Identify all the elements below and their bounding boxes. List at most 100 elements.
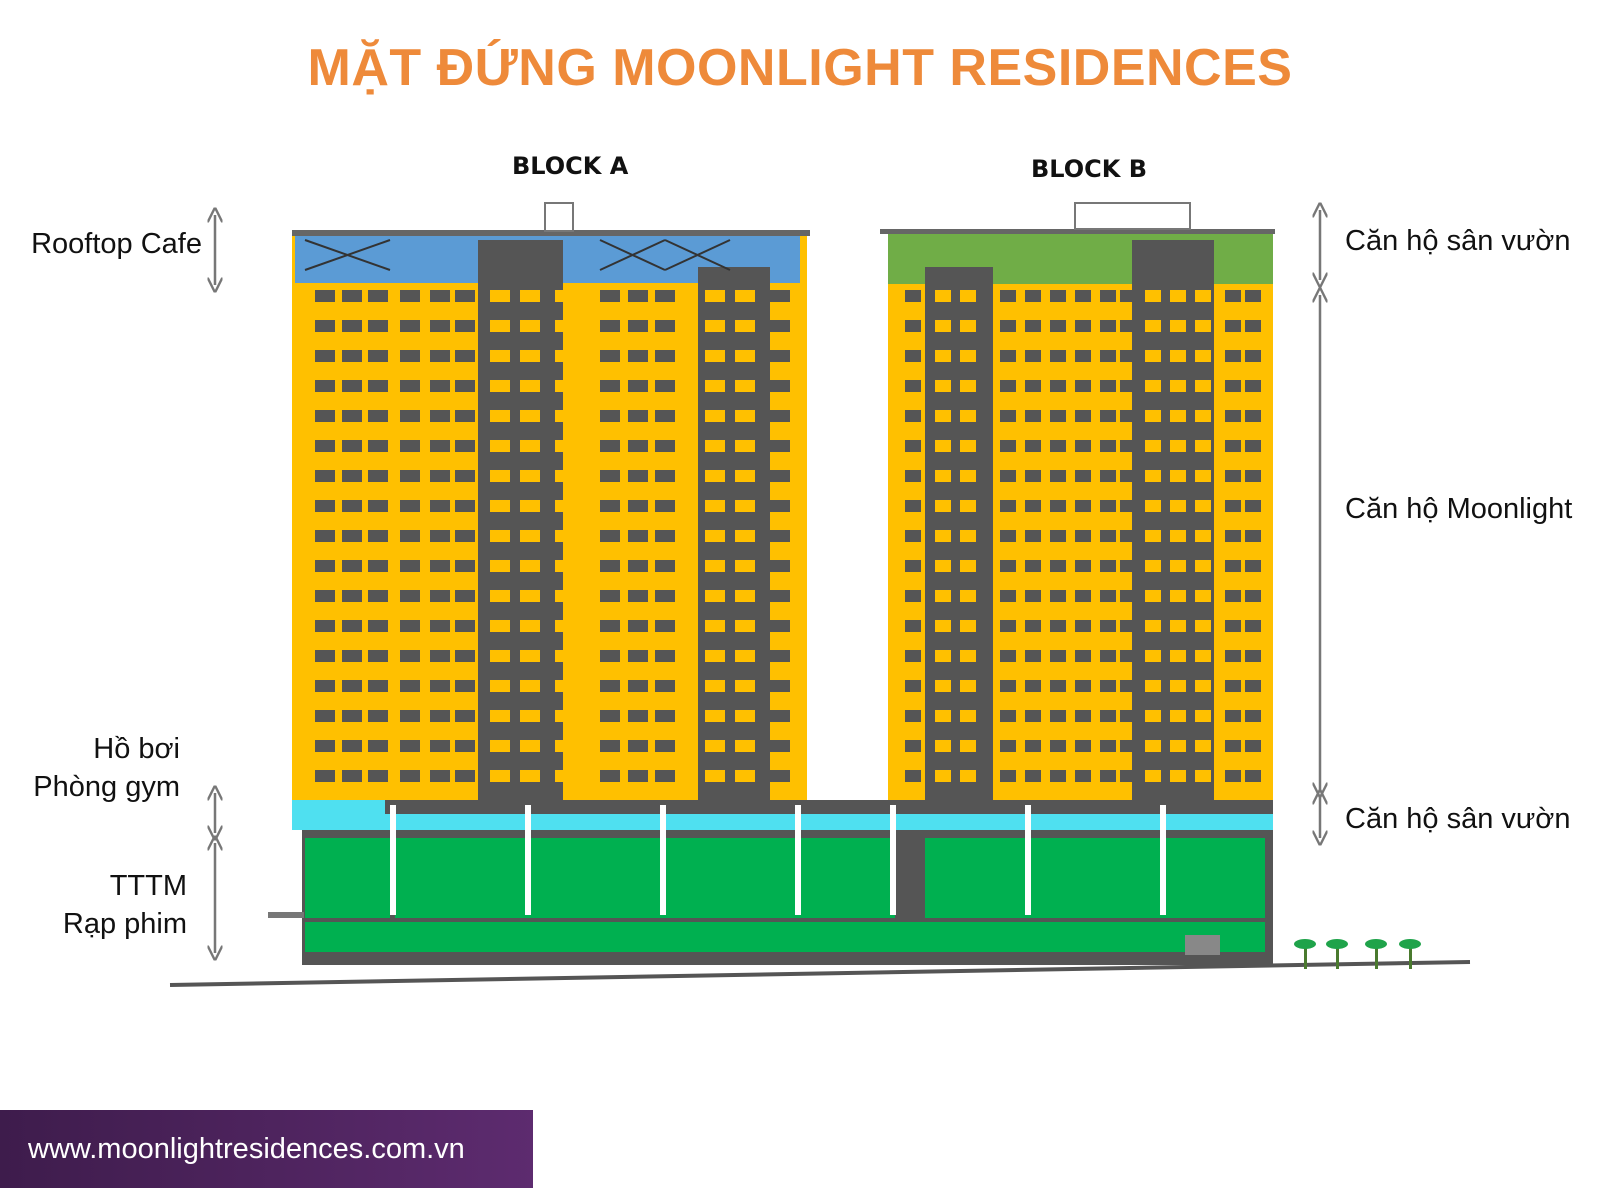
window: [905, 350, 921, 362]
window: [1245, 350, 1261, 362]
window: [555, 290, 575, 302]
window: [1100, 680, 1116, 692]
window: [960, 650, 976, 662]
window: [600, 440, 620, 452]
window: [490, 530, 510, 542]
window: [342, 350, 362, 362]
window: [400, 530, 420, 542]
window: [960, 380, 976, 392]
window: [455, 350, 475, 362]
window: [1100, 590, 1116, 602]
window: [1000, 290, 1016, 302]
window: [655, 290, 675, 302]
window: [1225, 650, 1241, 662]
window: [1225, 530, 1241, 542]
window: [430, 470, 450, 482]
window: [628, 710, 648, 722]
window: [315, 530, 335, 542]
window: [705, 380, 725, 392]
window: [1120, 650, 1136, 662]
window: [935, 350, 951, 362]
window: [490, 710, 510, 722]
window: [1145, 590, 1161, 602]
window: [455, 290, 475, 302]
palm-trunk: [1375, 945, 1378, 969]
window: [935, 620, 951, 632]
window: [1075, 290, 1091, 302]
window: [1145, 770, 1161, 782]
window: [1170, 380, 1186, 392]
window: [1025, 620, 1041, 632]
window: [1170, 650, 1186, 662]
window: [655, 650, 675, 662]
window: [1000, 350, 1016, 362]
window: [628, 680, 648, 692]
window: [600, 290, 620, 302]
window: [905, 680, 921, 692]
window: [455, 470, 475, 482]
window: [628, 500, 648, 512]
window: [655, 770, 675, 782]
window: [960, 770, 976, 782]
window: [655, 530, 675, 542]
window: [960, 530, 976, 542]
window: [600, 770, 620, 782]
window: [520, 680, 540, 692]
window: [1195, 500, 1211, 512]
palm-crown: [1399, 939, 1421, 949]
window: [555, 320, 575, 332]
window: [430, 650, 450, 662]
window: [368, 530, 388, 542]
window: [935, 530, 951, 542]
window: [1050, 770, 1066, 782]
window: [960, 440, 976, 452]
window: [520, 350, 540, 362]
block-a-tower: [292, 202, 810, 805]
window: [555, 380, 575, 392]
window: [430, 410, 450, 422]
window: [770, 620, 790, 632]
window: [735, 410, 755, 422]
window: [1145, 530, 1161, 542]
window: [1245, 770, 1261, 782]
window: [400, 710, 420, 722]
window: [1050, 560, 1066, 572]
window: [628, 440, 648, 452]
window: [1075, 590, 1091, 602]
window: [770, 440, 790, 452]
page-title: MẶT ĐỨNG MOONLIGHT RESIDENCES: [307, 39, 1293, 97]
window: [1000, 620, 1016, 632]
window: [960, 320, 976, 332]
window: [368, 380, 388, 392]
window: [455, 680, 475, 692]
window: [368, 440, 388, 452]
window: [1195, 290, 1211, 302]
window: [342, 410, 362, 422]
window: [1000, 650, 1016, 662]
window: [400, 440, 420, 452]
window: [705, 740, 725, 752]
window: [342, 710, 362, 722]
window: [1075, 350, 1091, 362]
window: [935, 290, 951, 302]
window: [1120, 740, 1136, 752]
window: [490, 470, 510, 482]
window: [400, 320, 420, 332]
window: [1025, 710, 1041, 722]
window: [655, 680, 675, 692]
window: [1120, 320, 1136, 332]
window: [735, 590, 755, 602]
podium: [268, 805, 1273, 965]
window: [1145, 560, 1161, 572]
window: [905, 590, 921, 602]
window: [1120, 380, 1136, 392]
window: [1170, 530, 1186, 542]
window: [1100, 440, 1116, 452]
window: [1000, 470, 1016, 482]
window: [368, 680, 388, 692]
window: [555, 590, 575, 602]
window: [770, 470, 790, 482]
window: [705, 680, 725, 692]
window: [628, 410, 648, 422]
footer-url[interactable]: www.moonlightresidences.com.vn: [0, 1110, 533, 1188]
